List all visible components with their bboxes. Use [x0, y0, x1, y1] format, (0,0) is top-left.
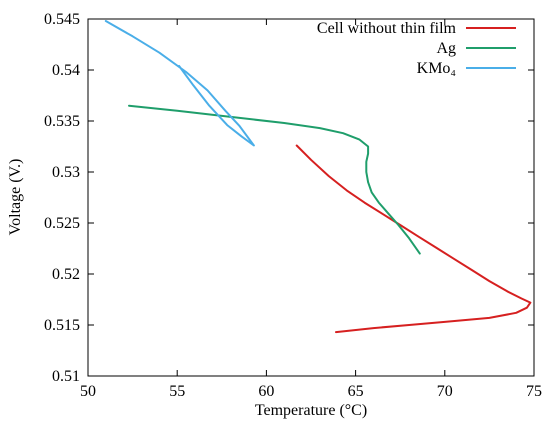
ticks-layer: 50 55 60 65 70 75 0.51 0.515 0.52 0.525 0.53 0.535 0… — [44, 11, 542, 400]
y-tick-label: 0.54 — [52, 62, 80, 79]
legend-label-1: Cell without thin film — [317, 20, 457, 37]
y-tick-label: 0.51 — [52, 368, 80, 385]
x-tick-label: 75 — [526, 383, 542, 400]
y-axis-label: Voltage (V.) — [7, 159, 24, 236]
x-tick-label: 65 — [348, 383, 364, 400]
plot-frame — [87, 18, 535, 377]
x-tick-label: 60 — [258, 383, 274, 400]
x-axis-label: Temperature (°C) — [255, 402, 367, 419]
y-tick-label: 0.525 — [44, 215, 80, 232]
y-tick-label: 0.545 — [44, 11, 80, 28]
series-line-1 — [295, 144, 532, 334]
legend-label-2: Ag — [436, 40, 456, 57]
x-tick-label: 50 — [80, 383, 96, 400]
x-tick-label: 55 — [169, 383, 185, 400]
x-tick-label: 70 — [437, 383, 453, 400]
legend-label-3: KMo₄ — [417, 60, 457, 77]
series-line-3 — [104, 20, 255, 147]
legend: Cell without thin film Ag KMo₄ — [317, 20, 516, 77]
series-layer — [104, 20, 532, 334]
series-line-2 — [128, 104, 421, 255]
y-tick-label: 0.535 — [44, 113, 80, 130]
y-tick-label: 0.52 — [52, 266, 80, 283]
y-tick-label: 0.53 — [52, 164, 80, 181]
y-tick-label: 0.515 — [44, 317, 80, 334]
